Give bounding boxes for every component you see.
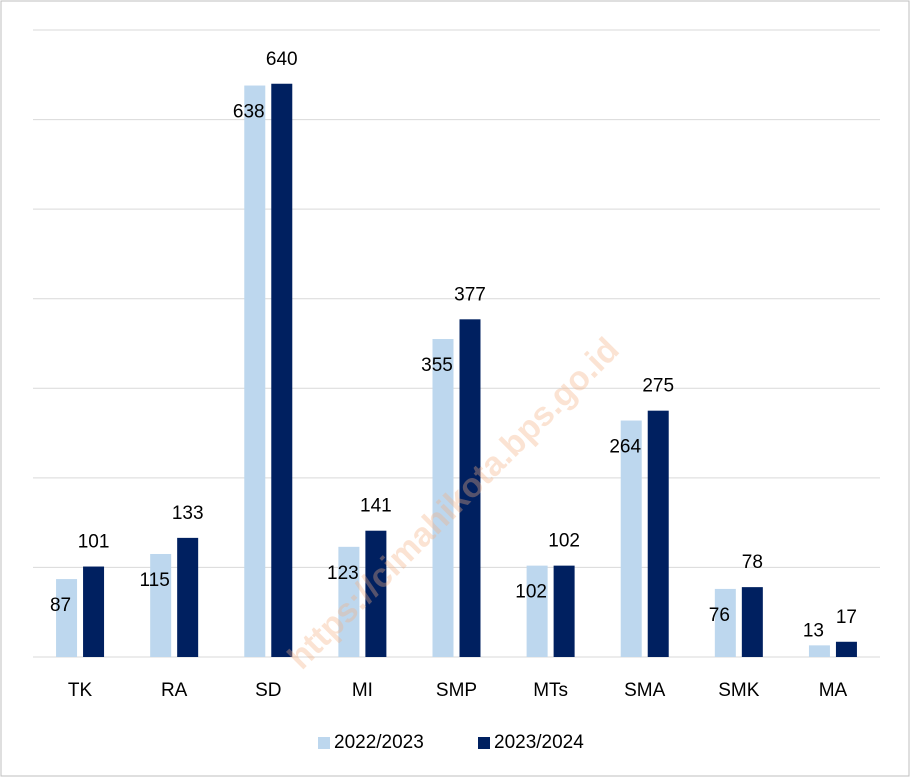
bar	[553, 565, 575, 657]
bar	[271, 83, 293, 657]
bar	[459, 319, 481, 657]
legend-swatch	[318, 737, 330, 749]
data-label: 17	[836, 607, 857, 628]
bar	[177, 537, 199, 657]
data-label: 275	[642, 376, 674, 397]
bar	[835, 641, 857, 657]
bar	[714, 588, 736, 657]
data-label: 377	[454, 284, 486, 305]
legend-label: 2023/2024	[494, 732, 584, 753]
bar	[432, 339, 454, 657]
data-label: 76	[709, 605, 730, 626]
x-tick-label: MTs	[533, 680, 568, 701]
bar	[620, 420, 642, 657]
bar	[741, 587, 763, 657]
bar	[365, 530, 387, 657]
legend-swatch	[478, 737, 490, 749]
x-tick-label: SMP	[436, 680, 477, 701]
data-label: 123	[327, 563, 359, 584]
data-label: 101	[78, 532, 110, 553]
x-tick-label: MI	[352, 680, 373, 701]
data-label: 102	[515, 582, 547, 603]
bar	[83, 566, 105, 657]
data-label: 102	[548, 531, 580, 552]
data-label: 355	[421, 355, 453, 376]
x-tick-label: SD	[255, 680, 281, 701]
bar	[244, 85, 266, 657]
data-label: 115	[140, 570, 170, 591]
legend-label: 2022/2023	[334, 732, 424, 753]
bar	[647, 410, 669, 657]
x-tick-label: RA	[161, 680, 188, 701]
bar	[56, 579, 78, 657]
data-label: 638	[233, 102, 265, 123]
data-label: 133	[172, 503, 204, 524]
x-tick-label: TK	[68, 680, 93, 701]
x-tick-label: MA	[819, 680, 848, 701]
bar	[526, 565, 548, 657]
bar	[338, 546, 360, 657]
data-label: 13	[803, 620, 824, 641]
data-label: 640	[266, 49, 298, 70]
data-label: 78	[742, 552, 763, 573]
data-label: 264	[609, 437, 641, 458]
data-label: 141	[360, 496, 392, 517]
x-tick-label: SMK	[718, 680, 760, 701]
bar	[808, 645, 830, 657]
bar	[150, 553, 172, 657]
x-tick-label: SMA	[624, 680, 666, 701]
data-label: 87	[50, 595, 71, 616]
